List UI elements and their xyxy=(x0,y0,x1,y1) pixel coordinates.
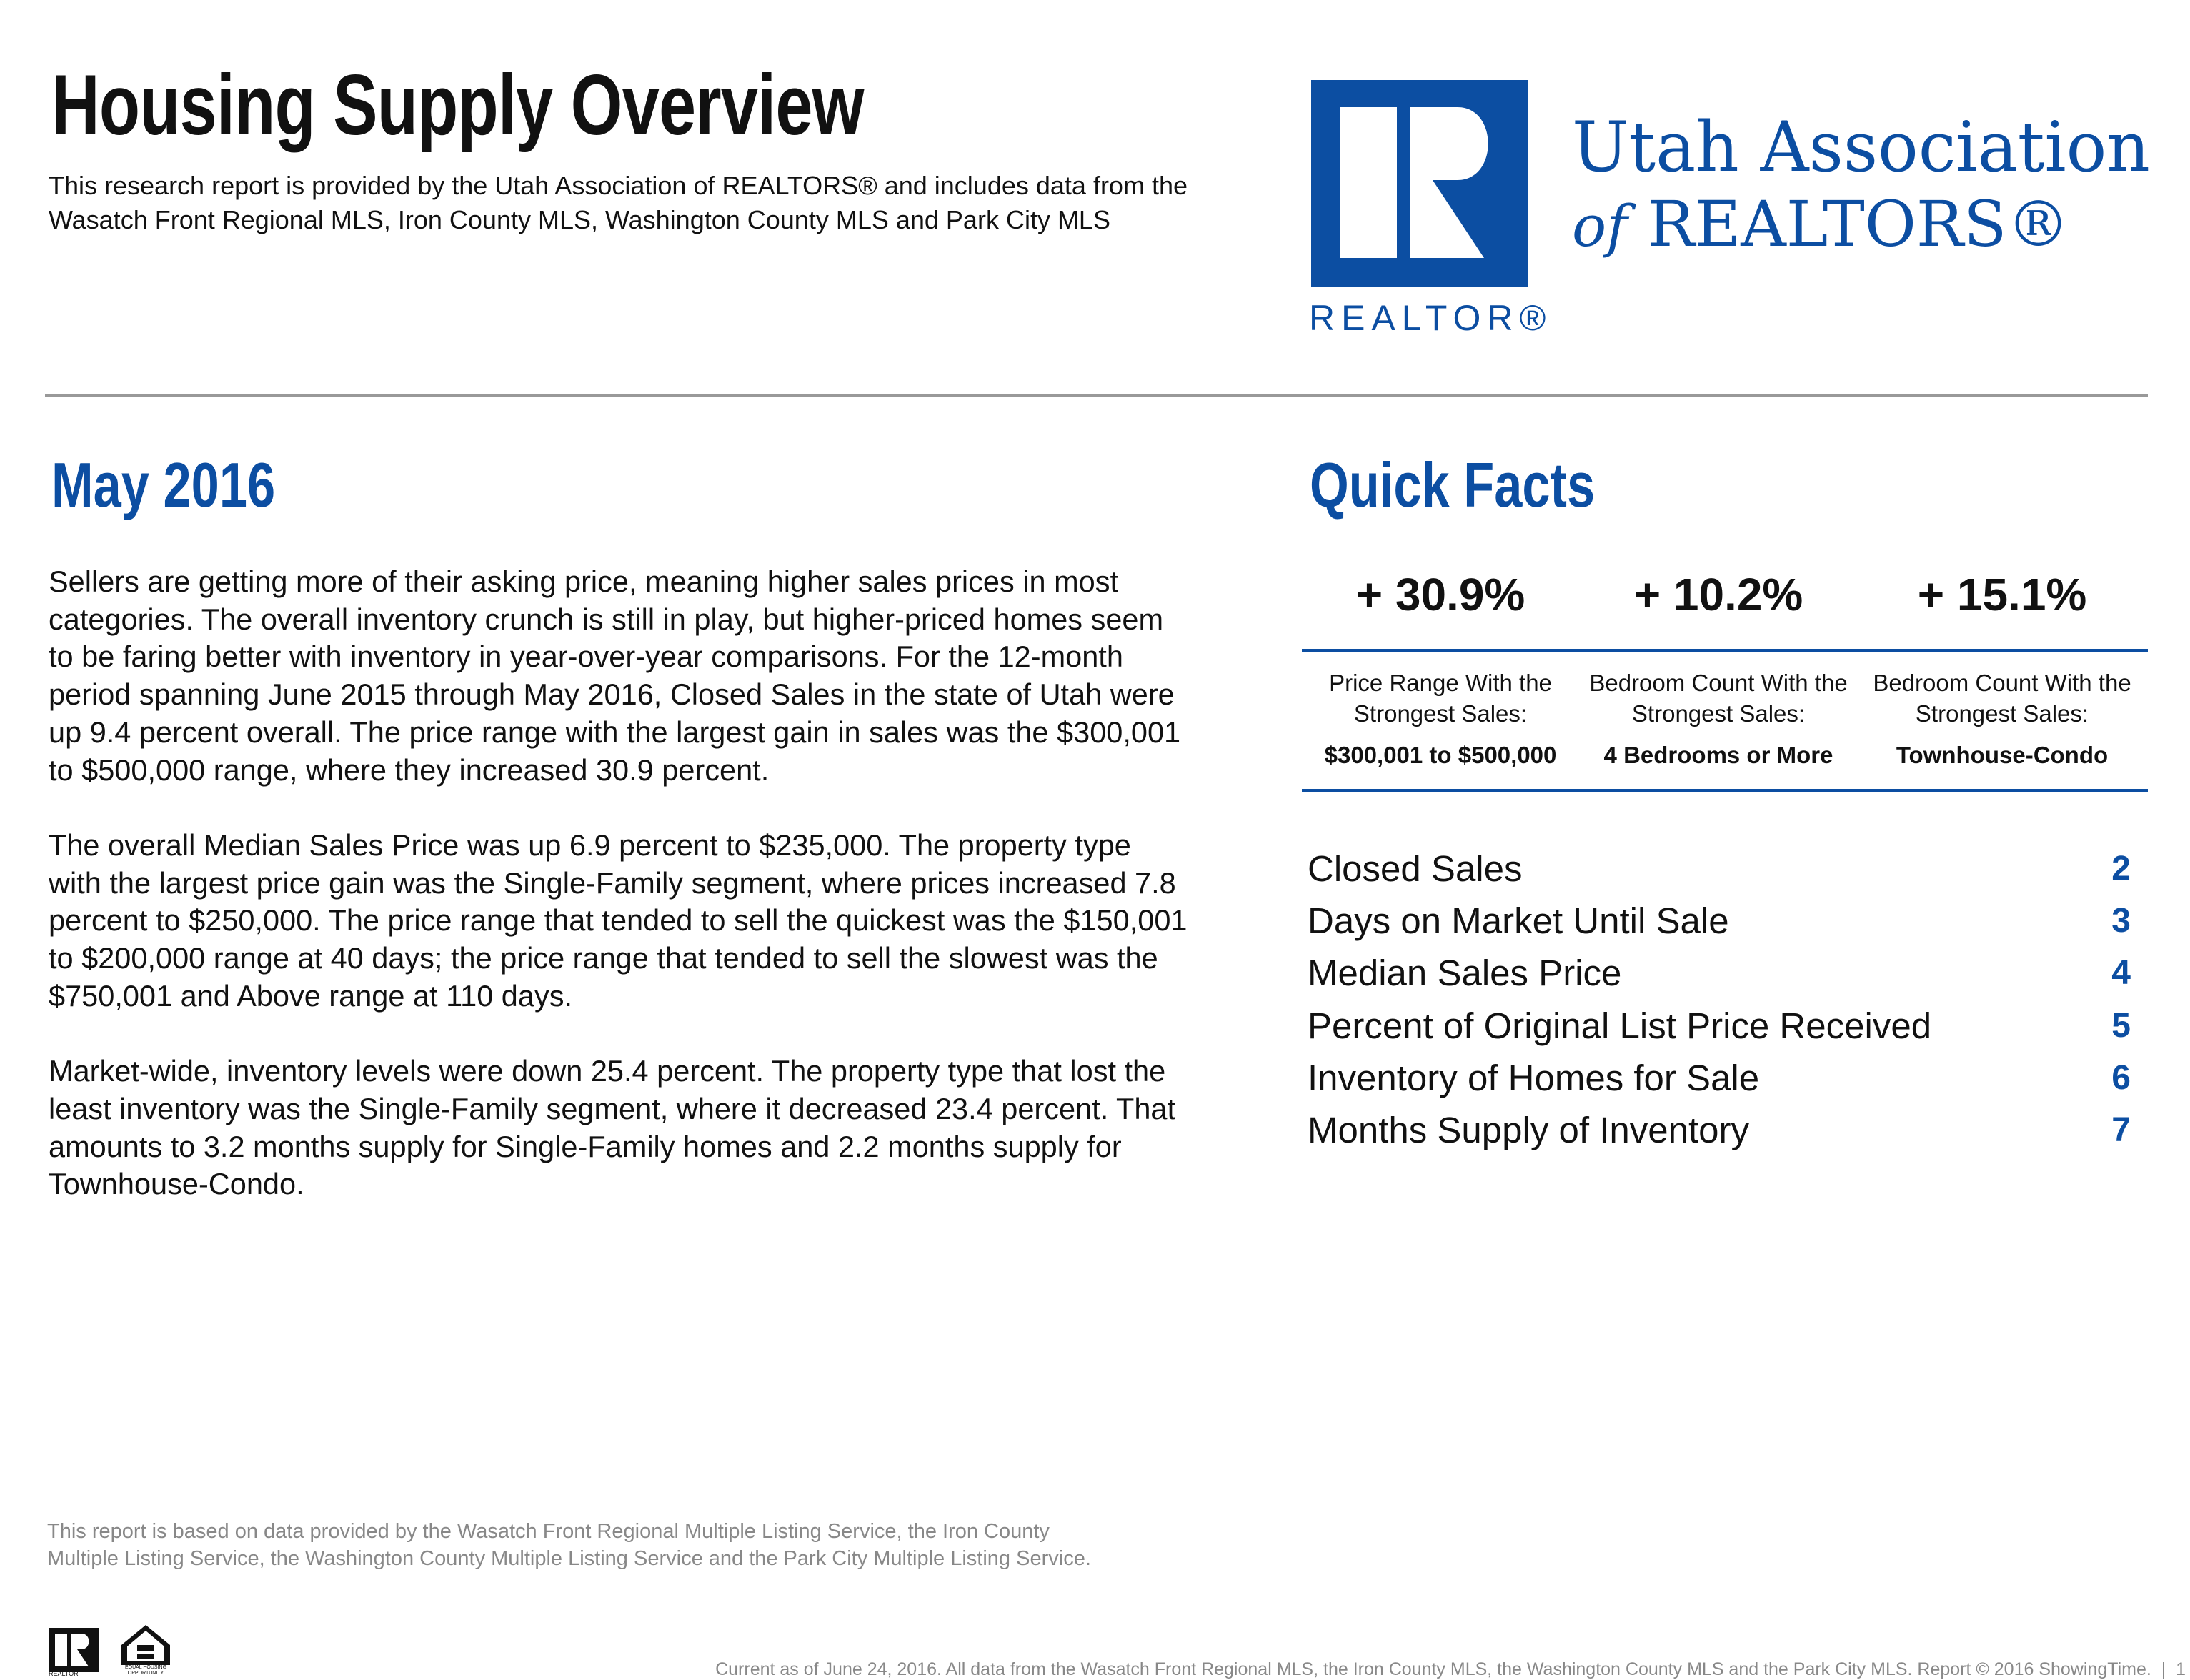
org-realtors: REALTORS® xyxy=(1647,187,2070,261)
footer-line: Current as of June 24, 2016. All data fr… xyxy=(715,1659,2186,1679)
fact-stat: + 15.1% xyxy=(1917,569,2087,620)
realtor-logo-icon xyxy=(1311,80,1528,287)
table-of-contents: Closed Sales 2 Days on Market Until Sale 3… xyxy=(1308,846,2131,1160)
toc-label: Days on Market Until Sale xyxy=(1308,900,1729,942)
fact-label: Bedroom Count With the Strongest Sales: xyxy=(1873,670,2131,727)
toc-item[interactable]: Percent of Original List Price Received 5 xyxy=(1308,1003,2131,1055)
note-line: This report is based on data provided by… xyxy=(47,1520,1050,1543)
toc-item[interactable]: Closed Sales 2 xyxy=(1308,846,2131,898)
summary-paragraph: Sellers are getting more of their asking… xyxy=(49,565,1181,787)
equal-housing-label: EQUAL HOUSING OPPORTUNITY xyxy=(124,1665,167,1676)
toc-page: 5 xyxy=(2111,1006,2131,1045)
toc-item[interactable]: Days on Market Until Sale 3 xyxy=(1308,898,2131,950)
summary-paragraph: The overall Median Sales Price was up 6.… xyxy=(49,827,1188,1013)
fact-label: Bedroom Count With the Strongest Sales: xyxy=(1589,670,1848,727)
toc-label: Inventory of Homes for Sale xyxy=(1308,1057,1760,1098)
toc-label: Months Supply of Inventory xyxy=(1308,1109,1750,1150)
toc-label: Median Sales Price xyxy=(1308,953,1622,994)
toc-page: 4 xyxy=(2111,954,2131,993)
toc-page: 3 xyxy=(2111,902,2131,940)
fact-value: 4 Bedrooms or More xyxy=(1603,742,1833,768)
toc-page: 2 xyxy=(2111,850,2131,888)
toc-label: Closed Sales xyxy=(1308,848,1523,889)
org-of: of xyxy=(1572,193,1628,259)
fact-stat: + 30.9% xyxy=(1355,569,1525,620)
facts-top-rule xyxy=(1302,649,2148,652)
fact-stat: + 10.2% xyxy=(1633,569,1803,620)
equal-housing-icon xyxy=(120,1624,171,1669)
intro-text: This research report is provided by the … xyxy=(49,171,1188,234)
note-line: Multiple Listing Service, the Washington… xyxy=(47,1547,1091,1570)
toc-item[interactable]: Inventory of Homes for Sale 6 xyxy=(1308,1055,2131,1108)
header-divider xyxy=(45,394,2148,397)
fact-value: Townhouse-Condo xyxy=(1896,742,2109,768)
footer-current: Current as of June 24, 2016. All data fr… xyxy=(715,1659,2151,1679)
toc-item[interactable]: Months Supply of Inventory 7 xyxy=(1308,1108,2131,1160)
fact-value: $300,001 to $500,000 xyxy=(1324,742,1557,768)
summary-body: Sellers are getting more of their asking… xyxy=(49,563,1192,1241)
quick-facts-title: Quick Facts xyxy=(1310,449,1596,520)
org-name-line1: Utah Association xyxy=(1572,107,2150,187)
fact-label: Price Range With the Strongest Sales: xyxy=(1329,670,1552,727)
data-source-note: This report is based on data provided by… xyxy=(47,1518,1091,1572)
realtor-small-label: REALTOR xyxy=(49,1670,79,1677)
realtor-small-logo-icon xyxy=(49,1628,99,1676)
realtor-wordmark: REALTOR® xyxy=(1309,298,1553,338)
page-number: 1 xyxy=(2176,1659,2186,1679)
report-month: May 2016 xyxy=(51,449,276,520)
toc-page: 6 xyxy=(2111,1058,2131,1097)
org-name-line2: of REALTORS® xyxy=(1572,187,2069,261)
summary-paragraph: Market-wide, inventory levels were down … xyxy=(49,1054,1176,1201)
page-title: Housing Supply Overview xyxy=(51,57,864,153)
toc-label: Percent of Original List Price Received xyxy=(1308,1005,1932,1046)
toc-item[interactable]: Median Sales Price 4 xyxy=(1308,950,2131,1003)
toc-page: 7 xyxy=(2111,1110,2131,1149)
facts-bottom-rule xyxy=(1302,789,2148,792)
